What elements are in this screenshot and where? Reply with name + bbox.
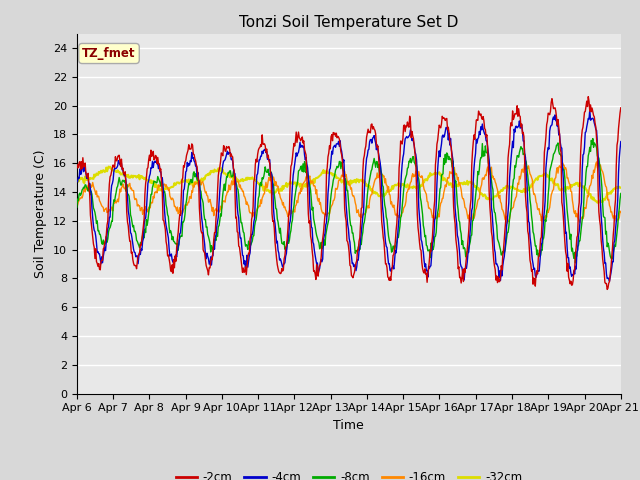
Title: Tonzi Soil Temperature Set D: Tonzi Soil Temperature Set D <box>239 15 458 30</box>
X-axis label: Time: Time <box>333 419 364 432</box>
Text: TZ_fmet: TZ_fmet <box>82 47 136 60</box>
Y-axis label: Soil Temperature (C): Soil Temperature (C) <box>35 149 47 278</box>
Legend: -2cm, -4cm, -8cm, -16cm, -32cm: -2cm, -4cm, -8cm, -16cm, -32cm <box>171 466 527 480</box>
